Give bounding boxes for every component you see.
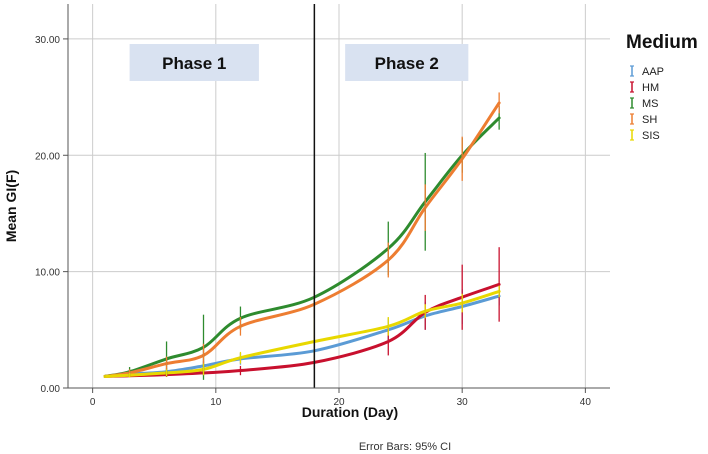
- data-point-sh: [165, 362, 168, 365]
- data-point-sh: [461, 158, 463, 160]
- legend-label-sis: SIS: [642, 130, 660, 142]
- y-tick-label: 10.00: [35, 268, 60, 279]
- data-point-sis: [387, 325, 389, 327]
- data-point-ms: [498, 117, 500, 119]
- data-point-sh: [202, 354, 205, 357]
- phase-annotations: Phase 1 Phase 2: [129, 44, 469, 81]
- series-line-ms: [103, 116, 501, 378]
- y-axis-title: Mean GI(F): [3, 170, 19, 242]
- phase-box: [345, 44, 469, 81]
- error-bars-footnote: Error Bars: 95% CI: [359, 441, 451, 453]
- data-point-sis: [165, 372, 168, 374]
- series-line-sis: [103, 289, 501, 378]
- data-point-sis: [424, 310, 426, 312]
- x-tick-label: 10: [210, 397, 222, 408]
- data-point-sh: [498, 102, 500, 104]
- legend-label-sh: SH: [642, 114, 657, 126]
- axes: 0 10 20 30 40 0.00 10.00 20.00 30.00: [35, 4, 610, 408]
- series-lines: [103, 101, 501, 378]
- data-point-sis: [128, 374, 131, 376]
- y-tick-label: 20.00: [35, 151, 60, 162]
- y-tick-label: 30.00: [35, 35, 60, 46]
- data-point-sis: [104, 375, 106, 377]
- legend-label-ms: MS: [642, 98, 659, 110]
- data-point-sis: [239, 357, 242, 359]
- phase-label: Phase 2: [375, 54, 439, 73]
- legend-title: Medium: [626, 32, 698, 53]
- data-point-hm: [498, 283, 500, 286]
- data-point-sh: [424, 207, 426, 209]
- data-point-hm: [239, 369, 242, 372]
- phase-label: Phase 1: [162, 54, 226, 73]
- series-line-sh: [103, 101, 501, 378]
- x-tick-label: 0: [90, 397, 96, 408]
- legend: Medium AAP HM MS SH SIS: [626, 32, 698, 142]
- legend-label-hm: HM: [642, 82, 659, 94]
- x-tick-label: 30: [457, 397, 469, 408]
- data-point-sis: [461, 302, 463, 304]
- y-tick-label: 0.00: [41, 384, 61, 395]
- x-axis-title: Duration (Day): [302, 404, 398, 420]
- phase-box: [129, 44, 259, 81]
- data-point-sh: [387, 259, 389, 261]
- data-point-sis: [498, 290, 500, 293]
- x-tick-label: 40: [580, 397, 592, 408]
- x-tick-label: 20: [333, 397, 345, 408]
- data-point-sis: [202, 368, 205, 370]
- legend-label-aap: AAP: [642, 66, 664, 78]
- data-point-sh: [239, 325, 242, 327]
- data-point-hm: [387, 340, 389, 343]
